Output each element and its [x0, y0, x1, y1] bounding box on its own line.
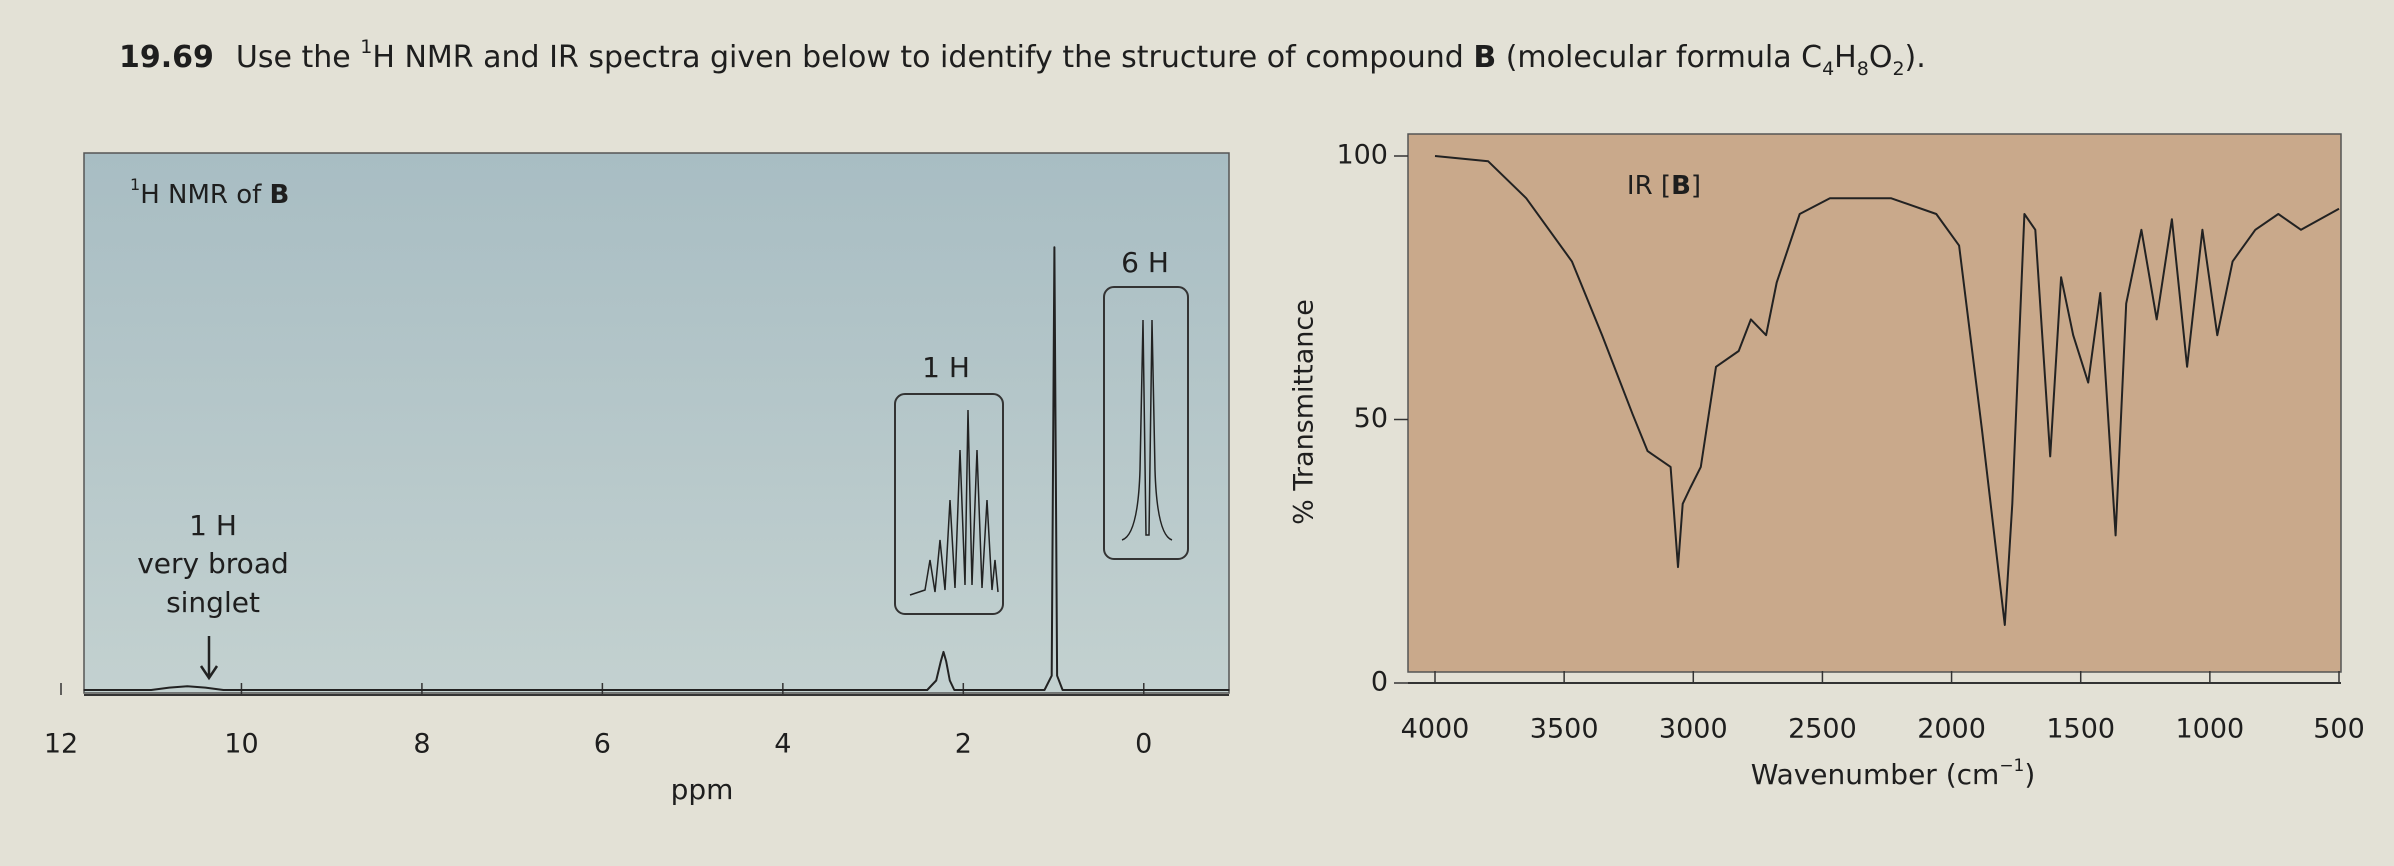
annotation: 1 H [189, 509, 237, 542]
text: −1 [1999, 756, 2024, 776]
inset-box [1103, 286, 1189, 560]
ir-title: IR [B] [1627, 171, 1701, 201]
annotation: 1 H [922, 351, 970, 384]
x-tick-label: 1000 [2175, 714, 2244, 745]
text: 4 [1822, 58, 1834, 80]
text: H NMR of [140, 180, 269, 210]
text: ) [2024, 758, 2035, 791]
x-tick-label: 2 [955, 729, 972, 760]
nmr-x-label: ppm [671, 773, 734, 806]
text: H NMR and IR spectra given below to iden… [372, 40, 1473, 75]
text: 8 [1857, 58, 1869, 80]
arrow [199, 636, 219, 681]
text: B [1473, 40, 1496, 75]
text: ). [1905, 40, 1926, 75]
ir-plot-area [1407, 133, 2342, 673]
x-tick-label: 8 [413, 729, 430, 760]
text: ] [1691, 171, 1701, 201]
ir-x-label: Wavenumber (cm−1) [1751, 756, 2036, 791]
x-tick-label: 4 [774, 729, 791, 760]
x-tick-label: 500 [2313, 714, 2365, 745]
text: Use the [236, 40, 360, 75]
text: Wavenumber (cm [1751, 758, 2000, 791]
x-tick-label: 3000 [1659, 714, 1728, 745]
text: (molecular formula C [1496, 40, 1822, 75]
text: B [1671, 171, 1691, 201]
problem-statement: 19.69 Use the 1H NMR and IR spectra given… [119, 36, 1926, 80]
annotation: 6 H [1121, 246, 1169, 279]
x-tick-label: 1500 [2046, 714, 2115, 745]
x-tick-label: 2000 [1917, 714, 1986, 745]
x-tick-label: 4000 [1401, 714, 1470, 745]
x-tick-label: 0 [1135, 729, 1152, 760]
y-tick-label: 100 [1336, 140, 1388, 171]
x-tick-label: 3500 [1530, 714, 1599, 745]
inset-multiplet [909, 409, 999, 596]
text: IR [ [1627, 171, 1671, 201]
spectrum-line [83, 246, 1230, 691]
annotation: singlet [166, 586, 260, 619]
text: 1 [130, 175, 140, 194]
text: B [270, 180, 290, 210]
x-tick-label: 12 [44, 729, 78, 760]
problem-number: 19.69 [119, 40, 214, 75]
nmr-title: 1H NMR of B [130, 175, 289, 210]
text: H [1834, 40, 1857, 75]
inset-box [894, 393, 1004, 615]
ir-y-label: % Transmittance [1289, 299, 1320, 525]
text: 2 [1892, 58, 1904, 80]
x-tick-label: 10 [224, 729, 258, 760]
annotation: very broad [137, 547, 289, 580]
spectrum-line [1434, 155, 2340, 626]
y-tick-label: 0 [1371, 667, 1388, 698]
x-tick-label: 6 [594, 729, 611, 760]
y-tick-label: 50 [1354, 403, 1388, 434]
text: 1 [360, 36, 372, 58]
inset-doublet [1121, 319, 1173, 541]
nmr-plot-area [83, 152, 1230, 694]
text: O [1869, 40, 1893, 75]
x-tick-label: 2500 [1788, 714, 1857, 745]
